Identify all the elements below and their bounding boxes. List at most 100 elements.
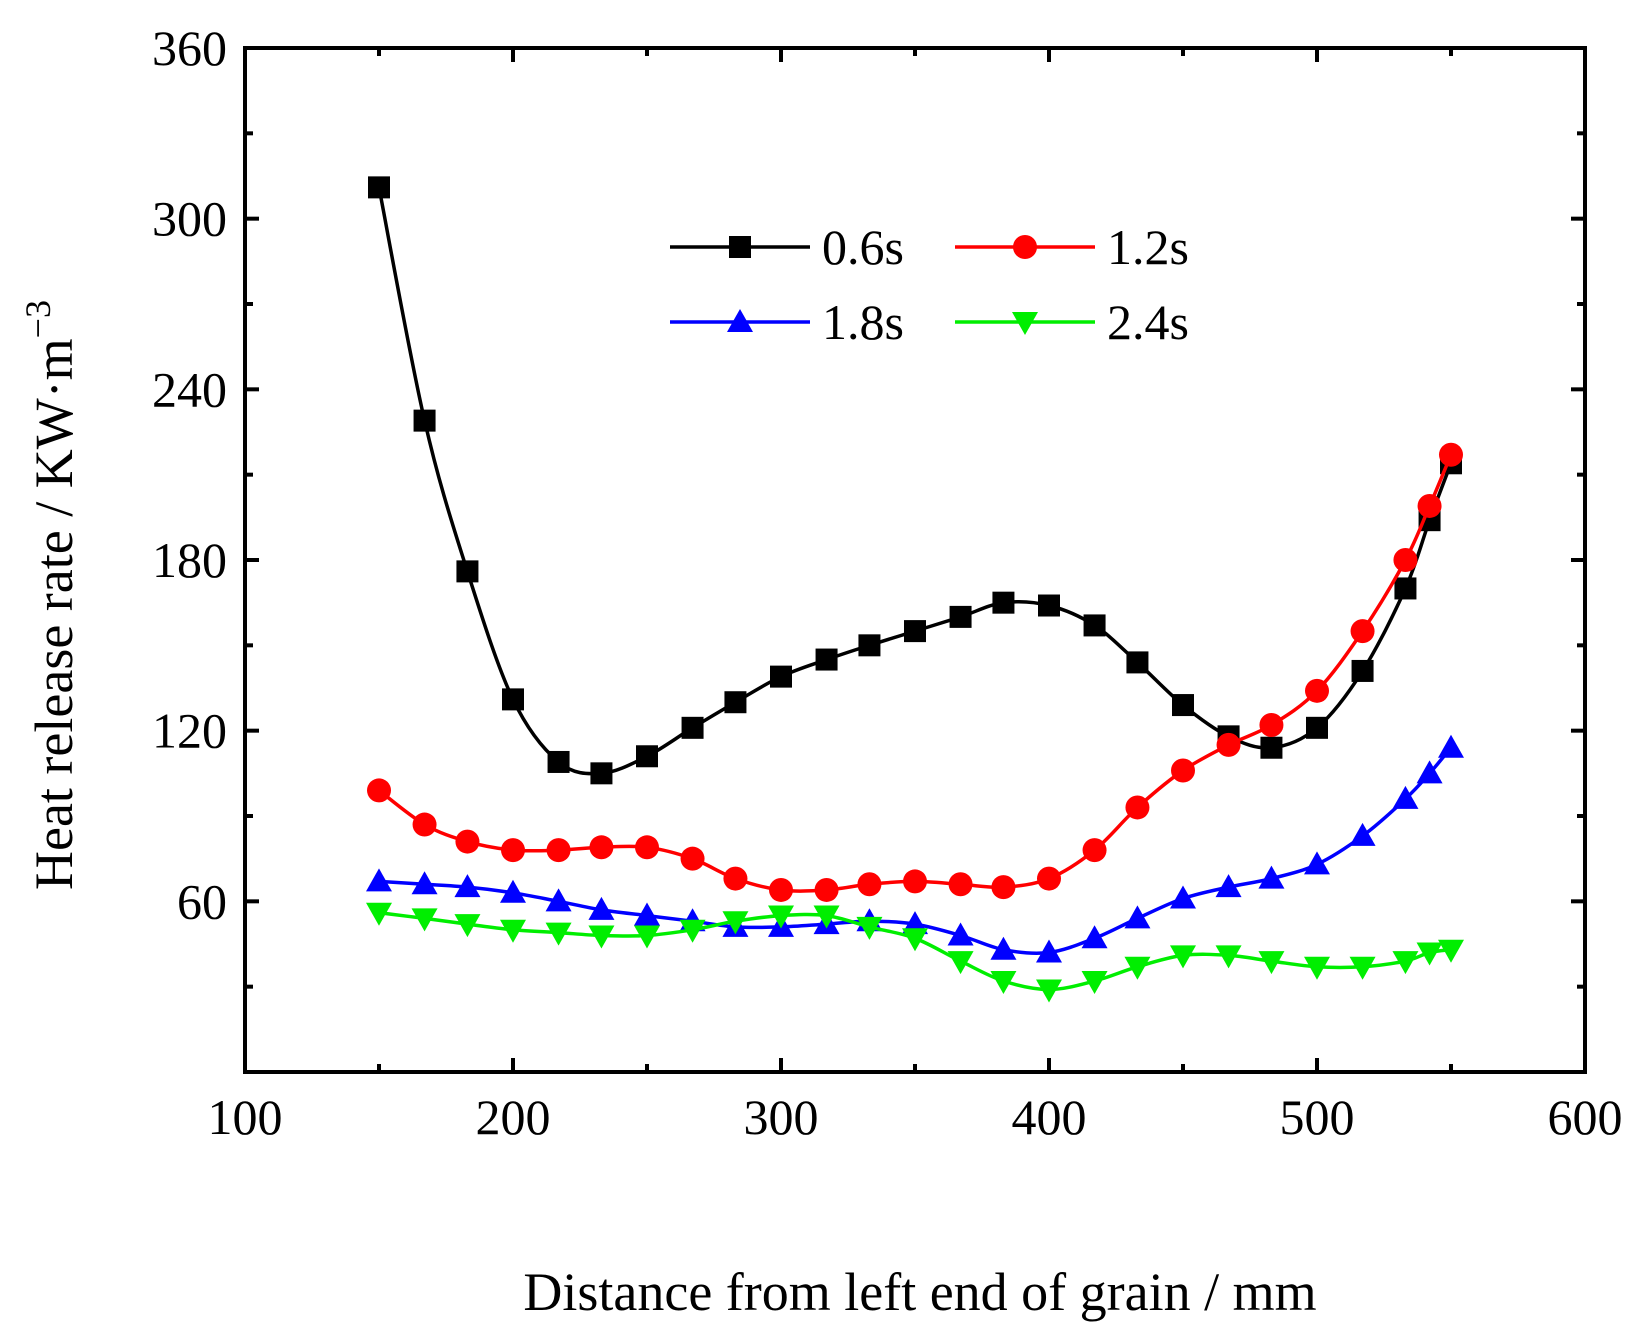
data-point (501, 838, 525, 863)
data-point (1083, 614, 1106, 637)
data-point (500, 919, 526, 943)
data-point (1036, 939, 1062, 963)
data-point (1416, 760, 1443, 784)
data-point (454, 914, 481, 938)
data-point (1416, 942, 1443, 966)
legend-label: 2.4s (1107, 294, 1189, 350)
data-point (1038, 594, 1060, 617)
data-point (947, 922, 974, 946)
data-point (947, 951, 974, 975)
data-point (681, 716, 704, 739)
data-point (949, 605, 972, 628)
data-point (1172, 694, 1194, 717)
x-tick-label: 100 (208, 1089, 283, 1145)
legend-label: 1.2s (1107, 219, 1189, 275)
data-point (1126, 651, 1149, 674)
data-point (1349, 956, 1376, 980)
data-point (1393, 548, 1418, 572)
data-point (1350, 619, 1375, 644)
data-point (1082, 838, 1107, 863)
data-point (903, 869, 927, 894)
data-point (412, 812, 437, 837)
data-point (589, 835, 614, 860)
data-point (1215, 874, 1242, 898)
data-point (1170, 945, 1196, 969)
data-point (413, 409, 436, 432)
data-point (590, 762, 613, 785)
data-point (1438, 734, 1464, 758)
y-tick-label: 180 (152, 532, 227, 588)
data-point (502, 688, 524, 711)
data-point (1304, 851, 1330, 875)
y-tick-label: 240 (152, 361, 227, 417)
legend-label: 0.6s (822, 219, 904, 275)
data-point (366, 902, 392, 926)
data-point (1394, 577, 1417, 600)
data-point (454, 874, 481, 898)
data-point (680, 846, 705, 871)
data-point (813, 905, 840, 929)
data-point (948, 872, 973, 897)
legend-item-1-8s: 1.8s (670, 294, 904, 350)
data-point (455, 829, 480, 854)
data-point (857, 872, 882, 897)
data-point (1392, 951, 1419, 975)
data-point (856, 916, 883, 940)
data-point (367, 778, 391, 803)
y-tick-label: 300 (152, 191, 227, 247)
series-line (377, 187, 1453, 776)
data-point (368, 176, 390, 199)
x-tick-label: 600 (1548, 1089, 1623, 1145)
data-point (1259, 712, 1284, 737)
legend-item-1-2s: 1.2s (955, 219, 1189, 275)
data-point (546, 838, 571, 863)
data-point (1349, 822, 1376, 846)
data-point (1439, 442, 1463, 467)
data-point (1125, 795, 1150, 820)
data-point (1258, 865, 1285, 889)
y-axis-title-superscript: −3 (18, 300, 58, 338)
x-axis-title: Distance from left end of grain / mm (523, 1262, 1316, 1322)
legend-marker (1013, 235, 1037, 259)
y-axis-title: Heat release rate / KW·m−3 (18, 300, 84, 890)
data-point (1037, 866, 1061, 891)
data-point (1304, 956, 1330, 980)
data-point (1036, 979, 1062, 1003)
data-point (1305, 678, 1329, 703)
legend-marker (727, 309, 753, 332)
data-point (992, 591, 1015, 614)
data-point (1258, 951, 1285, 975)
data-point (1081, 970, 1108, 994)
series-0-6s (368, 176, 1462, 785)
data-point (769, 877, 793, 902)
data-point (768, 905, 794, 929)
y-tick-label: 60 (177, 873, 227, 929)
data-point (635, 835, 659, 860)
data-point (724, 691, 747, 714)
data-point (545, 922, 572, 946)
data-point (814, 877, 839, 902)
data-point (858, 634, 881, 657)
data-point (1306, 716, 1328, 739)
data-point (366, 868, 392, 892)
series-layer (366, 176, 1464, 1003)
data-point (545, 888, 572, 912)
data-point (411, 908, 438, 932)
data-point (588, 896, 615, 920)
data-point (411, 871, 438, 895)
data-point (902, 928, 928, 952)
data-point (547, 750, 570, 773)
data-point (1081, 925, 1108, 949)
legend: 0.6s 1.2s 1.8s 2.4s (670, 219, 1189, 350)
x-tick-label: 500 (1280, 1089, 1355, 1145)
x-tick-label: 300 (744, 1089, 819, 1145)
data-point (1351, 659, 1374, 682)
series-1-2s (367, 442, 1463, 902)
data-point (904, 620, 926, 643)
legend-item-0-6s: 0.6s (670, 219, 904, 275)
data-point (723, 866, 748, 891)
data-point (1438, 939, 1464, 963)
y-tick-label: 120 (152, 703, 227, 759)
data-point (1171, 758, 1195, 783)
legend-marker (729, 236, 751, 258)
